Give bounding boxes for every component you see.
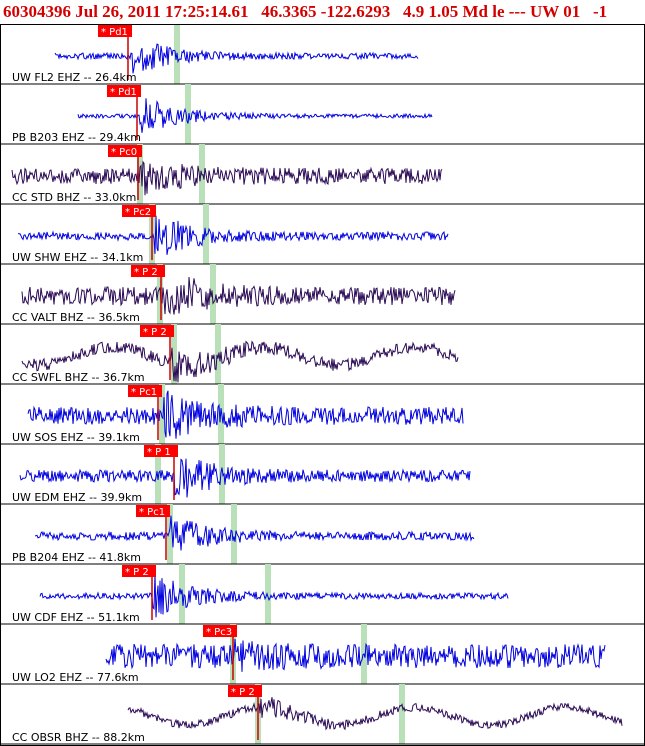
station-label: UW SHW EHZ -- 34.1km [12,251,143,264]
pick-label-box[interactable] [131,265,165,277]
trace-row[interactable]: * P 2 CC OBSR BHZ -- 88.2km [0,684,645,745]
waveform [39,572,509,618]
station-label: UW CDF EHZ -- 51.1km [12,611,140,624]
pick-label-box[interactable] [136,505,170,517]
pick-label: * Pc1 [131,387,157,398]
station-label: UW LO2 EHZ -- 77.6km [12,671,139,684]
trace-row[interactable]: * Pc1 UW SOS EHZ -- 39.1km [0,384,645,445]
station-label: PB B203 EHZ -- 29.4km [12,131,141,144]
pick-label-box[interactable] [122,565,156,577]
pick-label: * Pc2 [125,207,151,218]
waveform [54,43,419,74]
station-label: PB B204 EHZ -- 41.8km [12,551,141,564]
trace-row[interactable]: * P 2 CC SWFL BHZ -- 36.7km [0,324,645,385]
pick-label-box[interactable] [144,445,178,457]
pick-label: * P 2 [143,327,167,338]
waveform [21,276,456,315]
arrival-marker [219,444,225,504]
pick-label-box[interactable] [122,205,156,217]
pick-label-box[interactable] [228,685,262,697]
pick-label: * P 2 [125,567,149,578]
waveform [34,515,475,551]
station-label: CC STD BHZ -- 33.0km [12,191,136,204]
trace-row[interactable]: * Pc1 PB B204 EHZ -- 41.8km [0,504,645,565]
trace-row[interactable]: * Pc0 CC STD BHZ -- 33.0km [0,144,645,205]
station-label: UW FL2 EHZ -- 26.4km [12,71,137,84]
pick-label-box[interactable] [140,325,174,337]
waveform [27,390,464,439]
arrival-marker [231,504,237,564]
station-label: CC OBSR BHZ -- 88.2km [12,731,145,744]
waveform [105,638,606,672]
station-label: UW SOS EHZ -- 39.1km [12,431,140,444]
trace-row[interactable]: * Pd1 UW FL2 EHZ -- 26.4km [0,24,645,85]
pick-label: * Pd1 [101,27,128,38]
arrival-marker [167,504,173,564]
pick-label-box[interactable] [128,385,162,397]
pick-label: * P 1 [147,447,171,458]
arrival-marker [185,84,191,144]
waveform [127,697,623,731]
pick-label-box[interactable] [108,145,142,157]
arrival-marker [210,264,216,324]
station-label: CC SWFL BHZ -- 36.7km [12,371,145,384]
pick-label: * Pc3 [206,627,232,638]
arrival-marker [171,324,177,384]
pick-label-box[interactable] [107,85,141,97]
waveform [19,458,471,498]
waveform [17,215,449,255]
trace-row[interactable]: * P 2 CC VALT BHZ -- 36.5km [0,264,645,325]
pick-label-box[interactable] [203,625,237,637]
trace-row[interactable]: * Pd1 PB B203 EHZ -- 29.4km [0,84,645,145]
pick-label-box[interactable] [98,25,132,37]
trace-row[interactable]: * P 1 UW EDM EHZ -- 39.9km [0,444,645,505]
trace-row[interactable]: * Pc3 UW LO2 EHZ -- 77.6km [0,624,645,685]
trace-row[interactable]: * P 2 UW CDF EHZ -- 51.1km [0,564,645,625]
arrival-marker [399,684,405,744]
pick-label: * Pc0 [111,147,137,158]
pick-label: * P 2 [231,687,255,698]
arrival-marker [215,324,221,384]
trace-row[interactable]: * Pc2 UW SHW EHZ -- 34.1km [0,204,645,265]
pick-label: * Pc1 [139,507,165,518]
station-label: CC VALT BHZ -- 36.5km [12,311,140,324]
arrival-marker [155,444,161,504]
pick-label: * Pd1 [110,87,137,98]
pick-label: * P 2 [134,267,158,278]
arrival-marker [265,564,271,624]
event-header: 60304396 Jul 26, 2011 17:25:14.61 46.336… [0,0,645,24]
waveform [77,98,433,133]
arrival-marker [159,384,165,444]
waveform [21,340,459,383]
station-label: UW EDM EHZ -- 39.9km [12,491,142,504]
waveform [11,160,443,196]
